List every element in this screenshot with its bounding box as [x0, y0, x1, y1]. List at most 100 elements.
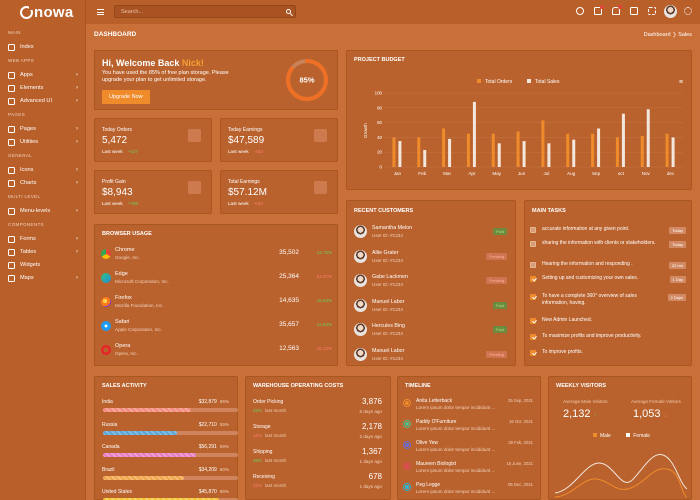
budget-bar[interactable] [671, 137, 675, 167]
budget-bar[interactable] [442, 128, 446, 167]
budget-bar[interactable] [572, 139, 576, 167]
breadcrumb-root[interactable]: Dashboard [643, 32, 671, 38]
sidebar-item-widgets[interactable]: Widgets [0, 259, 86, 271]
sidebar-item-index[interactable]: Index [0, 41, 86, 53]
timeline-item[interactable]: Olive Yew 28 Feb, 2021 Lorem ipsum dolor t… [398, 439, 540, 457]
warehouse-row[interactable]: Order Picking 03% last month 3,876 5 days ag… [246, 397, 390, 417]
task-checkbox[interactable] [530, 262, 536, 268]
budget-bar[interactable] [547, 143, 551, 167]
task-row[interactable]: To maximize profits and improve producti… [525, 333, 691, 345]
menu-toggle-icon[interactable] [97, 9, 104, 15]
budget-bar[interactable] [516, 131, 520, 167]
sales-progress-fill [103, 430, 178, 435]
globe-icon[interactable] [576, 7, 584, 15]
search-input[interactable] [115, 6, 265, 17]
task-row[interactable]: New Admin Launched. [525, 317, 691, 329]
sidebar-item-forms[interactable]: Forms › [0, 233, 86, 245]
budget-bar[interactable] [497, 143, 501, 167]
warehouse-row[interactable]: Receiving 25% last month 678 1 days ago [246, 472, 390, 492]
task-checkbox[interactable] [530, 318, 536, 324]
sales-amount-value: $22,710 [198, 421, 217, 428]
task-checkbox[interactable] [530, 350, 536, 356]
dollar-icon[interactable] [314, 129, 327, 142]
task-row[interactable]: accurate information at any given point.… [525, 226, 691, 238]
budget-bar[interactable] [665, 133, 669, 167]
budget-bar[interactable] [541, 120, 545, 167]
warehouse-row[interactable]: Storage 16% last month 2,178 2 days ago [246, 422, 390, 442]
timeline-item[interactable]: Paddy O'Furniture 16 Oct, 2021 Lorem ipsum… [398, 418, 540, 436]
budget-bar[interactable] [615, 137, 619, 167]
sidebar-item-advanced-ui[interactable]: Advanced UI › [0, 95, 86, 107]
sidebar-item-utilities[interactable]: Utilities › [0, 136, 86, 148]
fullscreen-icon[interactable] [648, 7, 656, 15]
budget-bar[interactable] [640, 135, 644, 167]
task-row[interactable]: sharing the information with clients or … [525, 240, 691, 252]
task-checkbox[interactable] [530, 241, 536, 247]
task-row[interactable]: To have a complete 360° overview of sale… [525, 293, 691, 306]
task-row[interactable]: To improve profits. [525, 349, 691, 361]
sidebar-item-icons[interactable]: Icons › [0, 164, 86, 176]
budget-bar[interactable] [646, 109, 650, 167]
sidebar-section-title: GENERAL [8, 153, 33, 158]
budget-bar[interactable] [591, 133, 595, 167]
sidebar-item-charts[interactable]: Charts › [0, 177, 86, 189]
customer-row[interactable]: Hercules Bing User ID: #1234 Paid [347, 321, 515, 341]
customer-row[interactable]: Manuel Labor User ID: #1234 Pending [347, 346, 515, 366]
sidebar-item-apps[interactable]: Apps › [0, 69, 86, 81]
timeline-item[interactable]: Anita Letterback 25 Sep, 2021 Lorem ipsum … [398, 397, 540, 415]
customer-row[interactable]: Manuel Labor User ID: #1234 Paid [347, 297, 515, 317]
task-checkbox[interactable] [530, 294, 536, 300]
sidebar-item-tables[interactable]: Tables › [0, 246, 86, 258]
budget-bar[interactable] [392, 137, 396, 167]
brand-logo[interactable]: nowa [0, 0, 85, 24]
warehouse-sub-label: last month [265, 408, 287, 413]
warehouse-days: 1 days ago [359, 484, 382, 489]
budget-bar[interactable] [472, 101, 476, 167]
user-avatar[interactable] [664, 5, 677, 18]
task-row[interactable]: Hearing the information and responding .… [525, 261, 691, 273]
tools-icon [8, 138, 15, 146]
browser-row[interactable]: Safari Apple Corporation, Inc. 35,657 12.54… [95, 317, 337, 337]
task-checkbox[interactable] [530, 227, 536, 233]
budget-bar[interactable] [621, 113, 625, 167]
search-icon[interactable] [285, 8, 291, 14]
browser-row[interactable]: Edge Microsoft Corporation, Inc. 25,364 24.… [95, 269, 337, 289]
task-checkbox[interactable] [530, 334, 536, 340]
browser-row[interactable]: Chrome Google, Inc. 35,502 12.75% [95, 245, 337, 265]
browser-row[interactable]: Opera Opera, Inc. 12,563 15.12% [95, 341, 337, 361]
bell-icon[interactable] [612, 5, 622, 15]
budget-bar[interactable] [398, 141, 402, 167]
cart-icon[interactable] [188, 129, 201, 142]
budget-bar[interactable] [448, 138, 452, 167]
browser-row[interactable]: Firefox Mozilla Foundation, Inc. 14,635 15.… [95, 293, 337, 313]
customer-row[interactable]: Samantha Melon User ID: #1234 Paid [347, 223, 515, 243]
chat-icon[interactable] [630, 7, 638, 15]
customer-row[interactable]: Gabe Lackmen User ID: #1234 Pending [347, 272, 515, 292]
task-row[interactable]: Setting up and customizing your own sale… [525, 275, 691, 287]
browser-value: 12,563 [279, 345, 299, 352]
mail-icon[interactable] [594, 5, 604, 15]
warehouse-sub: 06% last month [253, 458, 286, 463]
budget-bar[interactable] [423, 149, 427, 167]
timeline-item[interactable]: Peg Legge 05 Dec, 2021 Lorem ipsum dolor t… [398, 481, 540, 499]
budget-bar[interactable] [597, 128, 601, 167]
sidebar-item-maps[interactable]: Maps › [0, 272, 86, 284]
budget-bar[interactable] [566, 133, 570, 167]
wallet-icon[interactable] [314, 181, 327, 194]
task-checkbox[interactable] [530, 276, 536, 282]
warehouse-row[interactable]: Shipping 06% last month 1,367 1 days ago [246, 447, 390, 467]
customer-row[interactable]: Allie Grater User ID: #1234 Pending [347, 248, 515, 268]
timeline-item[interactable]: Maureen Biologist 15 June, 2021 Lorem ipsu… [398, 460, 540, 478]
sidebar-item-elements[interactable]: Elements › [0, 82, 86, 94]
budget-menu-icon[interactable]: ≡ [678, 79, 683, 86]
settings-icon[interactable] [684, 7, 692, 15]
sidebar-item-pages[interactable]: Pages › [0, 123, 86, 135]
budget-bar[interactable] [417, 137, 421, 167]
budget-bar[interactable] [466, 133, 470, 167]
welcome-card: Hi, Welcome Back Nick! You have used the… [94, 50, 338, 110]
budget-bar[interactable] [491, 133, 495, 167]
gift-icon[interactable] [188, 181, 201, 194]
budget-bar[interactable] [522, 141, 526, 167]
upgrade-button[interactable]: Upgrade Now [102, 90, 150, 104]
sidebar-item-menu-levels[interactable]: Menu-levels › [0, 205, 86, 217]
